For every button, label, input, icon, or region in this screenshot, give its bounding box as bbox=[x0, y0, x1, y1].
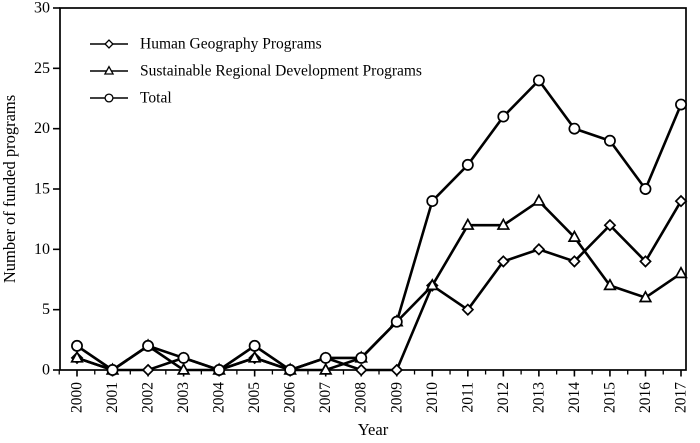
circle-marker bbox=[104, 93, 114, 103]
x-tick-label: 2015 bbox=[601, 382, 618, 413]
circle-marker bbox=[284, 364, 297, 376]
diamond-marker bbox=[354, 363, 368, 377]
diamond-marker bbox=[603, 218, 617, 232]
triangle-marker bbox=[103, 65, 115, 75]
series-line-diamond bbox=[76, 200, 683, 372]
x-tick-label: 2001 bbox=[104, 382, 121, 413]
circle-marker bbox=[248, 339, 261, 352]
x-tick-label: 2014 bbox=[566, 382, 583, 413]
x-tick-label: 2017 bbox=[673, 382, 690, 413]
x-tick-label: 2008 bbox=[353, 382, 370, 413]
triangle-marker bbox=[425, 278, 440, 291]
series-line-circle bbox=[76, 78, 683, 372]
x-tick-label: 2005 bbox=[246, 382, 263, 413]
x-tick-label: 2013 bbox=[530, 382, 547, 413]
triangle-marker bbox=[638, 290, 653, 303]
x-tick-label: 2016 bbox=[637, 382, 654, 413]
y-tick-label: 20 bbox=[34, 120, 50, 137]
triangle-marker bbox=[176, 362, 191, 375]
legend-label-circle: Total bbox=[140, 90, 172, 107]
circle-marker bbox=[497, 110, 510, 123]
diamond-marker bbox=[532, 243, 546, 256]
diamond-marker bbox=[104, 39, 114, 49]
y-tick-label: 10 bbox=[34, 241, 50, 258]
triangle-marker bbox=[674, 265, 688, 279]
triangle-marker bbox=[567, 229, 582, 242]
legend-label-diamond: Human Geography Programs bbox=[140, 36, 322, 53]
triangle-marker bbox=[247, 350, 262, 363]
triangle-marker bbox=[70, 350, 84, 363]
triangle-marker bbox=[603, 278, 617, 291]
x-tick-label: 2004 bbox=[211, 382, 228, 413]
y-tick-label: 5 bbox=[42, 301, 50, 318]
legend-label-triangle: Sustainable Regional Development Program… bbox=[140, 63, 422, 80]
y-tick-label: 25 bbox=[34, 60, 50, 77]
triangle-marker bbox=[532, 193, 546, 206]
x-tick-label: 2010 bbox=[424, 382, 441, 413]
circle-marker bbox=[426, 195, 439, 208]
x-tick-label: 2009 bbox=[388, 382, 405, 413]
circle-marker bbox=[177, 351, 190, 364]
diamond-marker bbox=[141, 363, 155, 377]
circle-marker bbox=[675, 98, 687, 111]
diamond-marker bbox=[390, 363, 404, 377]
circle-marker bbox=[142, 339, 155, 352]
x-tick-label: 2007 bbox=[317, 382, 334, 413]
triangle-marker bbox=[496, 217, 511, 230]
triangle-marker bbox=[461, 217, 475, 230]
circle-marker bbox=[532, 74, 545, 87]
circle-marker bbox=[461, 158, 474, 171]
circle-marker bbox=[355, 351, 368, 364]
circle-marker bbox=[603, 134, 616, 147]
triangle-marker bbox=[318, 362, 333, 375]
x-tick-label: 2011 bbox=[459, 382, 476, 412]
circle-marker bbox=[71, 339, 83, 352]
y-tick-label: 15 bbox=[34, 181, 50, 198]
diamond-marker bbox=[461, 303, 475, 316]
diamond-marker bbox=[497, 255, 510, 268]
x-tick-label: 2012 bbox=[495, 382, 512, 413]
circle-marker bbox=[213, 364, 226, 376]
circle-marker bbox=[390, 315, 403, 328]
y-tick-label: 0 bbox=[42, 362, 50, 379]
y-axis-title: Number of funded programs bbox=[0, 95, 19, 283]
x-tick-label: 2000 bbox=[69, 382, 86, 413]
series-line-triangle bbox=[76, 199, 682, 372]
x-tick-label: 2003 bbox=[175, 382, 192, 413]
circle-marker bbox=[319, 351, 332, 364]
diamond-marker bbox=[639, 255, 652, 268]
diamond-marker bbox=[568, 255, 581, 268]
x-axis-title: Year bbox=[358, 420, 389, 439]
circle-marker bbox=[106, 364, 119, 376]
diamond-marker bbox=[674, 194, 688, 208]
y-tick-label: 30 bbox=[34, 0, 50, 17]
x-tick-label: 2002 bbox=[140, 382, 157, 413]
circle-marker bbox=[639, 183, 652, 195]
circle-marker bbox=[568, 122, 581, 135]
x-tick-label: 2006 bbox=[282, 382, 299, 413]
